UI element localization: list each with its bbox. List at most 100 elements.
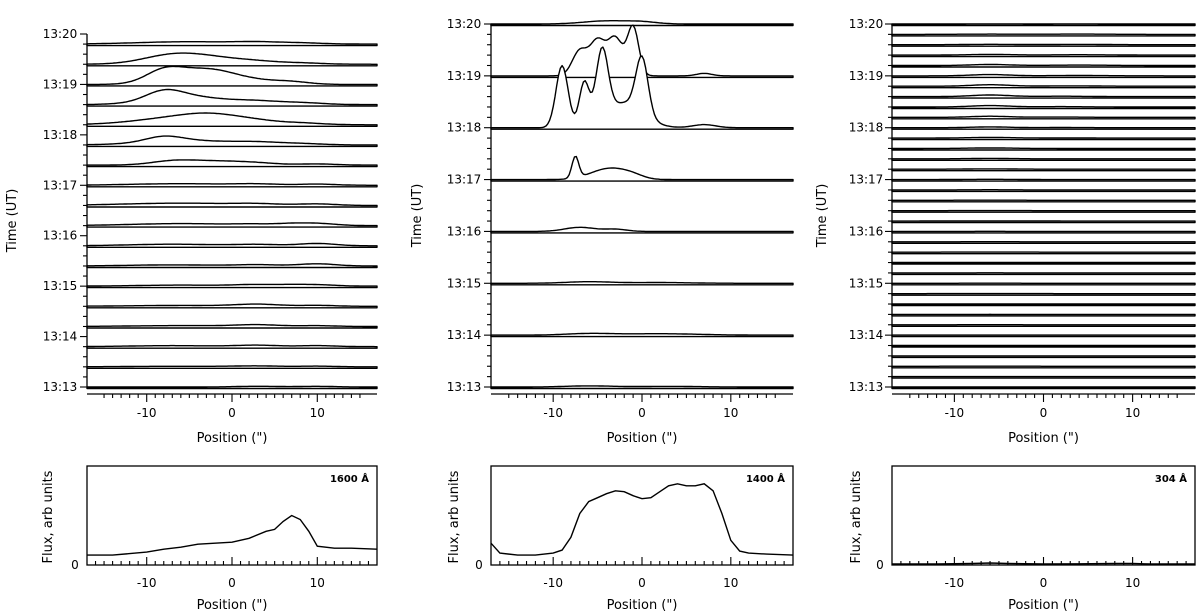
trace-line <box>891 303 1196 307</box>
time-axis-title: Time (UT) <box>815 184 830 249</box>
trace-line <box>490 226 794 234</box>
trace-line <box>86 88 378 107</box>
time-tick-label: 13:19 <box>43 77 78 91</box>
trace-line <box>891 189 1196 193</box>
trace-line <box>86 222 378 228</box>
time-tick-label: 13:14 <box>447 328 482 342</box>
trace-line <box>891 386 1196 390</box>
trace-line <box>86 323 378 329</box>
trace-line <box>86 385 378 390</box>
trace-line <box>891 73 1196 79</box>
position-tick-label: 0 <box>638 406 646 420</box>
flux-position-axis-title: Position (") <box>1008 598 1079 613</box>
position-tick-label: 10 <box>1125 406 1140 420</box>
position-tick-label: 0 <box>228 406 236 420</box>
trace-line <box>86 135 378 148</box>
wavelength-label: 1400 Å <box>746 472 785 485</box>
trace-line <box>86 283 378 289</box>
wavelength-label: 1600 Å <box>330 472 369 485</box>
trace-line <box>891 292 1196 296</box>
flux-axis-title: Flux, arb units <box>41 470 56 563</box>
trace-line <box>86 159 378 168</box>
trace-line <box>891 33 1196 37</box>
flux-position-axis-title: Position (") <box>607 598 678 613</box>
time-tick-label: 13:17 <box>43 178 78 192</box>
trace-line <box>490 281 794 286</box>
time-tick-label: 13:17 <box>447 173 482 187</box>
panel-top-left: 13:13 13:14 13:15 13:16 13:17 13:18 13:19 13:20… <box>5 27 378 613</box>
time-tick-label: 13:20 <box>43 27 78 41</box>
trace-line <box>891 344 1196 348</box>
trace-line <box>891 178 1196 182</box>
time-tick-label: 13:14 <box>849 328 884 342</box>
trace-line <box>86 112 378 127</box>
flux-profile-line <box>490 483 794 556</box>
trace-line <box>891 126 1196 130</box>
position-axis-title: Position (") <box>607 431 678 446</box>
trace-line <box>891 241 1196 244</box>
time-tick-label: 13:18 <box>447 121 482 135</box>
trace-line <box>891 282 1196 286</box>
time-tick-label: 13:13 <box>447 380 482 394</box>
trace-line <box>891 63 1196 68</box>
flux-axis-title: Flux, arb units <box>447 470 462 563</box>
time-tick-label: 13:19 <box>849 69 884 83</box>
flux-position-tick-label: -10 <box>137 576 157 590</box>
trace-line <box>891 375 1196 379</box>
time-tick-label: 13:16 <box>447 224 482 238</box>
flux-panel: -10 0 10 Position (") 0 Flux, arb units 1400 Å <box>447 465 794 613</box>
trace-line <box>891 365 1196 369</box>
trace-line <box>891 334 1196 338</box>
position-tick-label: 10 <box>310 406 325 420</box>
time-axis-title: Time (UT) <box>410 184 425 249</box>
flux-frame <box>891 465 1196 566</box>
time-tick-label: 13:20 <box>447 17 482 31</box>
flux-panel: -10 0 10 Position (") 0 Flux, arb units 304 Å <box>849 465 1196 613</box>
position-tick-label: 10 <box>723 406 738 420</box>
position-axis-title: Position (") <box>197 431 268 446</box>
trace-line <box>891 115 1196 120</box>
trace-line <box>86 263 378 269</box>
trace-line <box>86 365 378 369</box>
trace-line <box>86 344 378 349</box>
trace-line <box>490 385 794 390</box>
trace-line <box>891 209 1196 213</box>
trace-line <box>891 94 1196 99</box>
trace-line <box>86 242 378 248</box>
trace-line <box>86 202 378 208</box>
trace-line <box>86 65 378 87</box>
trace-line <box>891 324 1196 327</box>
trace-line <box>86 40 378 47</box>
trace-line <box>891 251 1196 255</box>
flux-position-tick-label: 0 <box>638 576 646 590</box>
time-tick-label: 13:14 <box>43 330 78 344</box>
flux-zero-label: 0 <box>475 558 483 572</box>
trace-line <box>891 313 1196 317</box>
trace-line <box>891 43 1196 47</box>
flux-position-tick-label: -10 <box>945 576 965 590</box>
position-tick-label: 0 <box>1040 406 1048 420</box>
trace-line <box>490 20 794 27</box>
time-tick-label: 13:16 <box>43 229 78 243</box>
trace-line <box>891 261 1196 265</box>
trace-line <box>891 230 1196 234</box>
time-tick-label: 13:16 <box>849 224 884 238</box>
wavelength-label: 304 Å <box>1155 472 1187 485</box>
position-tick-label: -10 <box>945 406 965 420</box>
position-tick-label: -10 <box>543 406 563 420</box>
trace-line <box>891 136 1196 141</box>
flux-position-tick-label: 10 <box>723 576 738 590</box>
trace-line <box>891 84 1196 89</box>
trace-line <box>86 182 378 188</box>
trace-line <box>490 155 794 182</box>
trace-line <box>891 157 1196 161</box>
panel-top-right: 13:13 13:14 13:15 13:16 13:17 13:18 13:19 13:20… <box>815 17 1196 613</box>
trace-line <box>891 168 1196 172</box>
flux-zero-label: 0 <box>71 558 79 572</box>
time-tick-label: 13:15 <box>849 276 884 290</box>
trace-line <box>86 303 378 309</box>
flux-position-tick-label: 0 <box>1040 576 1048 590</box>
time-tick-label: 13:13 <box>43 380 78 394</box>
time-tick-label: 13:17 <box>849 173 884 187</box>
trace-line <box>490 46 794 130</box>
